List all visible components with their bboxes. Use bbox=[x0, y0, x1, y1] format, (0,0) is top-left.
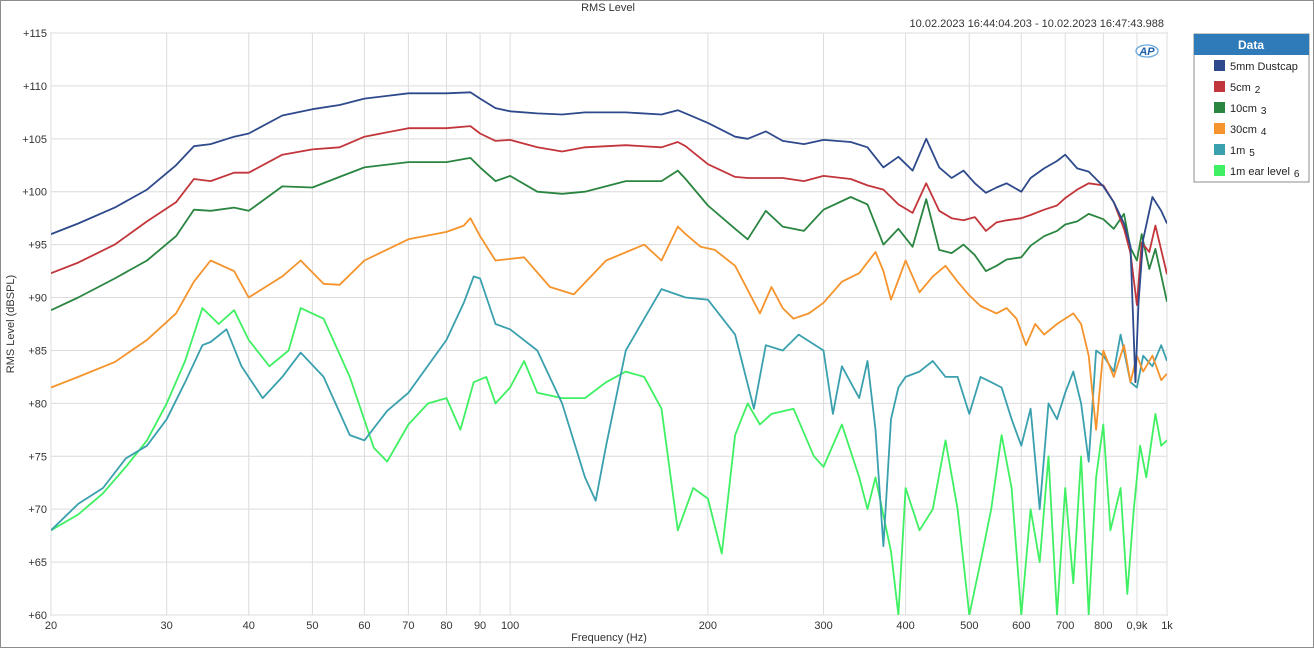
y-tick-label: +75 bbox=[28, 451, 47, 463]
legend-swatch bbox=[1214, 81, 1225, 92]
x-tick-label: 400 bbox=[896, 620, 914, 632]
x-tick-label: 90 bbox=[474, 620, 486, 632]
legend-series-number: 3 bbox=[1261, 106, 1267, 117]
legend-series-name: 5mm Dustcap bbox=[1230, 61, 1298, 73]
x-tick-label: 20 bbox=[45, 620, 57, 632]
x-tick-label: 100 bbox=[501, 620, 519, 632]
legend-series-name: 10cm bbox=[1230, 103, 1257, 115]
series-line-4 bbox=[51, 217, 1167, 431]
legend-header[interactable] bbox=[1194, 34, 1309, 55]
series-line-5 bbox=[51, 275, 1167, 548]
x-tick-label: 800 bbox=[1094, 620, 1112, 632]
y-tick-label: +110 bbox=[23, 81, 47, 93]
x-tick-label: 1k bbox=[1161, 620, 1173, 632]
legend-swatch bbox=[1214, 165, 1225, 176]
series-line-2 bbox=[51, 125, 1167, 306]
y-tick-label: +115 bbox=[23, 28, 47, 40]
chart-title: RMS Level bbox=[581, 2, 635, 14]
x-tick-label: 50 bbox=[306, 620, 318, 632]
y-tick-label: +95 bbox=[28, 240, 47, 252]
legend-swatch bbox=[1214, 60, 1225, 71]
x-tick-label: 300 bbox=[814, 620, 832, 632]
legend-series-name: 30cm bbox=[1230, 124, 1257, 136]
x-tick-label: 70 bbox=[402, 620, 414, 632]
x-tick-label: 30 bbox=[161, 620, 173, 632]
x-tick-label: 200 bbox=[699, 620, 717, 632]
ap-logo: AP bbox=[1135, 44, 1159, 58]
y-tick-label: +65 bbox=[28, 557, 47, 569]
legend-series-number: 6 bbox=[1294, 169, 1300, 180]
y-tick-label: +80 bbox=[28, 398, 47, 410]
series-line-1 bbox=[51, 91, 1167, 384]
x-tick-label: 500 bbox=[960, 620, 978, 632]
legend-swatch bbox=[1214, 102, 1225, 113]
legend: Data 5mm Dustcap 5cm 2 10cm 3 30cm 4 1m 5 1m ear … bbox=[1193, 33, 1310, 183]
x-tick-label: 80 bbox=[440, 620, 452, 632]
x-tick-label: 0,9k bbox=[1127, 620, 1148, 632]
tick-labels: +115 +110 +105 +100 +95 +90 +85 +80 +75 +70 +65 +60… bbox=[22, 28, 1173, 632]
y-axis-label: RMS Level (dBSPL) bbox=[5, 275, 17, 373]
legend-series-name: 1m bbox=[1230, 145, 1245, 157]
legend-box bbox=[1193, 33, 1310, 183]
x-tick-label: 700 bbox=[1056, 620, 1074, 632]
y-tick-label: +60 bbox=[28, 610, 47, 622]
y-tick-label: +70 bbox=[28, 504, 47, 516]
legend-series-name: 5cm bbox=[1230, 82, 1251, 94]
ap-logo-text: AP bbox=[1138, 46, 1155, 58]
legend-series-number: 4 bbox=[1261, 127, 1267, 138]
y-tick-label: +85 bbox=[28, 345, 47, 357]
chart-subtitle: 10.02.2023 16:44:04.203 - 10.02.2023 16:… bbox=[910, 18, 1164, 30]
series-layer bbox=[51, 91, 1167, 615]
x-tick-label: 60 bbox=[358, 620, 370, 632]
x-tick-label: 600 bbox=[1012, 620, 1030, 632]
x-tick-label: 40 bbox=[243, 620, 255, 632]
series-line-3 bbox=[51, 157, 1167, 312]
series-line-6 bbox=[51, 307, 1167, 615]
legend-series-number: 2 bbox=[1255, 85, 1261, 96]
legend-series-name: 1m ear level bbox=[1230, 166, 1290, 178]
y-tick-label: +105 bbox=[22, 134, 47, 146]
legend-swatch bbox=[1214, 123, 1225, 134]
y-tick-label: +90 bbox=[28, 293, 47, 305]
legend-series-number: 5 bbox=[1249, 148, 1255, 159]
legend-items: 5mm Dustcap 5cm 2 10cm 3 30cm 4 1m 5 1m ear level… bbox=[1214, 60, 1300, 180]
legend-swatch bbox=[1214, 144, 1225, 155]
y-tick-label: +100 bbox=[22, 187, 47, 199]
legend-title: Data bbox=[1238, 38, 1264, 52]
grid bbox=[50, 32, 1168, 616]
x-axis-label: Frequency (Hz) bbox=[571, 632, 647, 644]
